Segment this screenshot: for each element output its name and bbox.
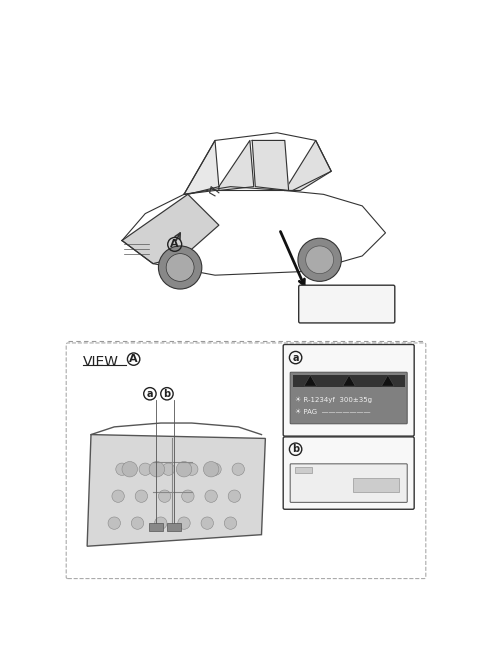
Circle shape xyxy=(181,490,194,503)
Text: 32402: 32402 xyxy=(308,443,346,456)
Text: ☀ PAG  ———————: ☀ PAG ——————— xyxy=(295,409,371,415)
Circle shape xyxy=(224,517,237,530)
Text: A: A xyxy=(129,354,138,364)
Text: b: b xyxy=(292,444,299,454)
Circle shape xyxy=(298,238,341,281)
Bar xyxy=(167,523,181,531)
Circle shape xyxy=(135,490,147,503)
Text: a: a xyxy=(292,353,299,363)
Circle shape xyxy=(112,490,124,503)
Polygon shape xyxy=(285,141,331,191)
Circle shape xyxy=(155,517,167,530)
Polygon shape xyxy=(122,194,219,263)
Text: ☀ R-1234yf  300±35g: ☀ R-1234yf 300±35g xyxy=(295,397,372,403)
FancyBboxPatch shape xyxy=(283,344,414,436)
Circle shape xyxy=(139,463,152,476)
Circle shape xyxy=(158,246,202,289)
Polygon shape xyxy=(343,375,355,386)
Bar xyxy=(292,374,405,387)
Circle shape xyxy=(176,461,192,477)
Circle shape xyxy=(209,463,221,476)
FancyBboxPatch shape xyxy=(66,343,426,579)
Text: O5203: O5203 xyxy=(308,286,342,297)
Circle shape xyxy=(228,490,240,503)
Text: a: a xyxy=(147,389,153,399)
Circle shape xyxy=(132,517,144,530)
Polygon shape xyxy=(87,434,265,546)
Circle shape xyxy=(116,463,128,476)
Circle shape xyxy=(306,246,334,274)
Circle shape xyxy=(122,461,137,477)
Circle shape xyxy=(178,517,190,530)
Circle shape xyxy=(162,463,175,476)
Polygon shape xyxy=(252,141,288,191)
Bar xyxy=(149,523,163,531)
Text: b: b xyxy=(163,389,170,399)
Polygon shape xyxy=(184,141,219,194)
Circle shape xyxy=(232,463,244,476)
Text: 97699A: 97699A xyxy=(308,351,353,364)
Polygon shape xyxy=(304,375,316,386)
Circle shape xyxy=(205,490,217,503)
FancyBboxPatch shape xyxy=(283,437,414,509)
Text: A: A xyxy=(170,239,179,250)
FancyBboxPatch shape xyxy=(290,373,407,424)
Circle shape xyxy=(158,490,171,503)
FancyBboxPatch shape xyxy=(290,464,407,503)
FancyBboxPatch shape xyxy=(299,285,395,323)
Bar xyxy=(353,478,399,491)
Polygon shape xyxy=(382,375,394,386)
Circle shape xyxy=(186,463,198,476)
Circle shape xyxy=(108,517,120,530)
Bar xyxy=(295,467,312,473)
Text: VIEW: VIEW xyxy=(83,355,119,369)
Polygon shape xyxy=(219,141,254,191)
Circle shape xyxy=(166,254,194,281)
Circle shape xyxy=(149,461,165,477)
Circle shape xyxy=(204,461,219,477)
Circle shape xyxy=(201,517,214,530)
